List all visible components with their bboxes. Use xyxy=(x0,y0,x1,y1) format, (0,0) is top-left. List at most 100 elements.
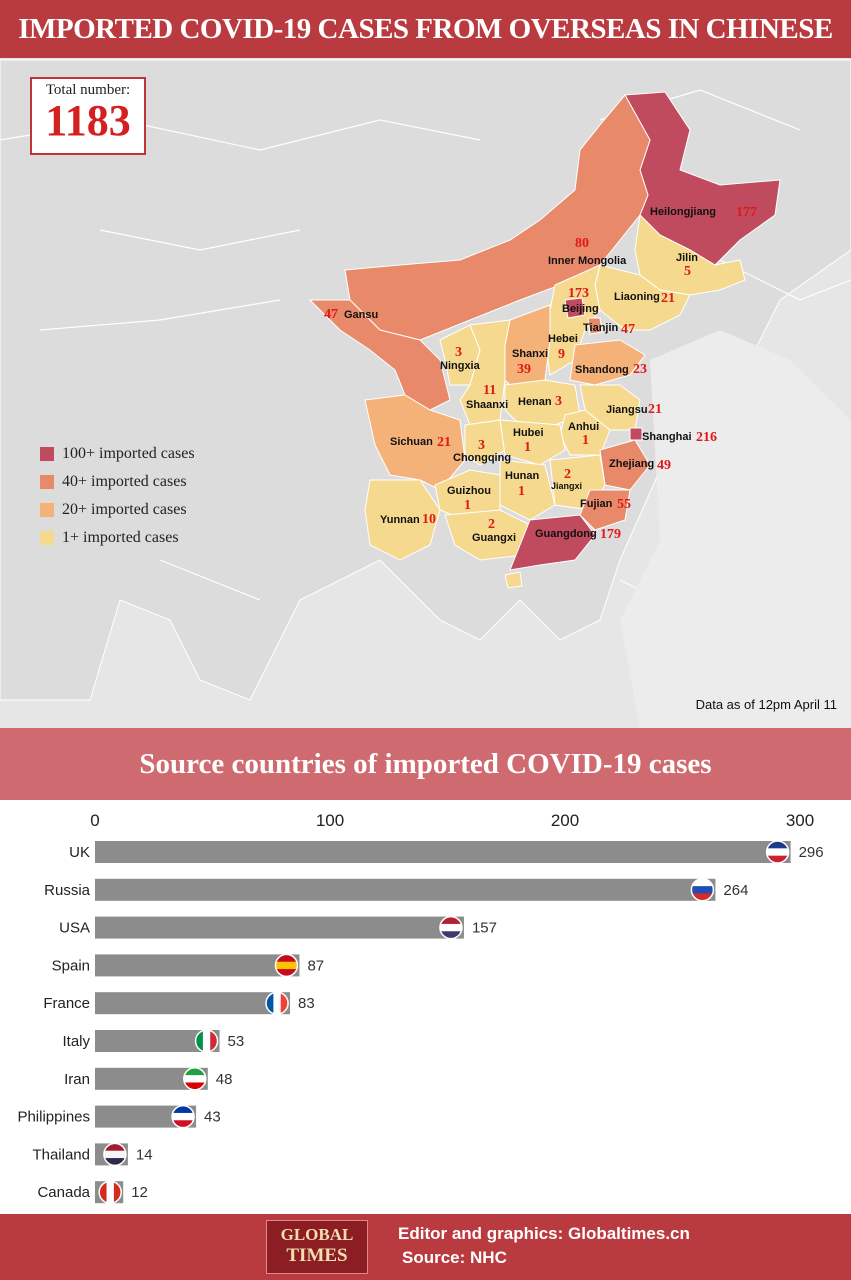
count-chongqing: 3 xyxy=(478,438,485,453)
subtitle-band xyxy=(0,728,851,800)
header-band xyxy=(0,0,851,58)
x-tick-label: 200 xyxy=(551,811,579,830)
global-times-logo: GLOBAL TIMES xyxy=(266,1220,368,1274)
bar xyxy=(95,1105,197,1128)
data-date-note: Data as of 12pm April 11 xyxy=(695,697,837,712)
canada-flag-icon xyxy=(98,1180,122,1204)
border-lines xyxy=(0,89,851,681)
bar xyxy=(95,878,716,901)
value-label: 53 xyxy=(228,1033,245,1050)
x-tick-label: 100 xyxy=(316,811,344,830)
label-anhui: Anhui xyxy=(568,421,599,433)
province-sichuan xyxy=(364,394,466,491)
label-henan: Henan xyxy=(518,396,552,408)
bar xyxy=(95,916,464,939)
count-hunan: 1 xyxy=(518,484,525,499)
label-hebei: Hebei xyxy=(548,333,578,345)
label-shanghai: Shanghai xyxy=(642,431,692,443)
total-label: Total number: xyxy=(45,82,131,98)
label-shandong: Shandong xyxy=(575,364,629,376)
value-label: 296 xyxy=(799,844,824,861)
total-box: Total number: 1183 xyxy=(30,77,146,155)
count-liaoning: 21 xyxy=(661,291,675,306)
bar-chart-svg: 0 100 200 300 UK 296 Russia 264 USA 157 Spain 87 Fra… xyxy=(17,811,824,1204)
label-inner-mongolia: Inner Mongolia xyxy=(548,255,627,267)
logo-line-2: TIMES xyxy=(286,1245,348,1266)
spain-flag-icon xyxy=(274,953,299,978)
bar xyxy=(95,841,791,863)
value-label: 264 xyxy=(723,882,748,899)
value-label: 48 xyxy=(216,1071,233,1088)
legend-label: 20+ imported cases xyxy=(62,501,187,518)
footer-credits: Editor and graphics: Globaltimes.cn Sour… xyxy=(398,1222,690,1270)
value-label: 14 xyxy=(136,1146,153,1163)
label-fujian: Fujian xyxy=(580,498,613,510)
province-beijing xyxy=(564,297,586,319)
value-label: 43 xyxy=(204,1109,221,1126)
label-sichuan: Sichuan xyxy=(390,436,433,448)
province-hainan xyxy=(504,571,523,589)
value-label: 12 xyxy=(131,1184,148,1201)
value-label: 157 xyxy=(472,920,497,937)
label-tianjin: Tianjin xyxy=(583,322,619,334)
count-hubei: 1 xyxy=(524,440,531,455)
usa-flag-icon xyxy=(439,915,463,940)
count-sichuan: 21 xyxy=(437,435,451,450)
count-anhui: 1 xyxy=(582,433,589,448)
count-gansu: 47 xyxy=(324,307,338,322)
category-label: UK xyxy=(69,844,90,861)
count-guizhou: 1 xyxy=(464,498,471,513)
count-guangxi: 2 xyxy=(488,517,495,532)
china-map: Heilongjiang 177 80 Inner Mongolia Jilin… xyxy=(0,58,851,728)
count-fujian: 55 xyxy=(617,497,631,512)
legend-item: 40+ imported cases xyxy=(40,468,195,496)
russia-flag-icon xyxy=(690,878,715,902)
province-yunnan xyxy=(364,479,441,561)
count-zhejiang: 49 xyxy=(657,458,671,473)
footer-band xyxy=(0,1214,851,1280)
logo-line-1: GLOBAL xyxy=(280,1225,354,1244)
count-ningxia: 3 xyxy=(455,345,462,360)
count-beijing: 173 xyxy=(568,286,589,301)
count-heilongjiang: 177 xyxy=(736,205,757,220)
count-guangdong: 179 xyxy=(600,527,621,542)
legend-label: 40+ imported cases xyxy=(62,473,187,490)
count-inner-mongolia: 80 xyxy=(575,236,589,251)
bar-chart: 0 100 200 300 UK 296 Russia 264 USA 157 Spain 87 Fra… xyxy=(0,800,851,1214)
map-svg: Heilongjiang 177 80 Inner Mongolia Jilin… xyxy=(0,59,851,728)
category-label: USA xyxy=(59,920,90,937)
chart-title: Source countries of imported COVID-19 ca… xyxy=(139,748,712,780)
x-tick-label: 300 xyxy=(786,811,814,830)
province-shandong xyxy=(569,339,646,386)
label-guangxi: Guangxi xyxy=(472,532,516,544)
category-label: Canada xyxy=(37,1184,90,1201)
province-shanghai xyxy=(629,427,643,441)
count-jiangsu: 21 xyxy=(648,402,662,417)
province-hubei xyxy=(499,419,566,466)
france-flag-icon xyxy=(265,991,289,1015)
total-value: 1183 xyxy=(45,96,131,145)
thailand-flag-icon xyxy=(103,1142,127,1167)
bar xyxy=(95,992,291,1015)
editor-credit: Editor and graphics: Globaltimes.cn xyxy=(398,1224,690,1243)
value-label: 83 xyxy=(298,995,315,1012)
italy-flag-icon xyxy=(194,1029,219,1053)
count-jilin: 5 xyxy=(684,264,691,279)
label-shaanxi: Shaanxi xyxy=(466,399,508,411)
label-ningxia: Ningxia xyxy=(440,360,481,372)
bar xyxy=(95,954,300,977)
count-tianjin: 47 xyxy=(621,322,635,337)
province-fujian xyxy=(579,489,631,531)
uk-flag-icon xyxy=(765,840,790,864)
label-shanxi: Shanxi xyxy=(512,348,548,360)
sea-area xyxy=(620,330,851,728)
label-hubei: Hubei xyxy=(513,427,544,439)
label-guangdong: Guangdong xyxy=(535,528,597,540)
legend-item: 100+ imported cases xyxy=(40,440,195,468)
count-hebei: 9 xyxy=(558,347,565,362)
count-shandong: 23 xyxy=(633,362,647,377)
category-label: Philippines xyxy=(17,1109,90,1126)
label-yunnan: Yunnan xyxy=(380,514,420,526)
label-gansu: Gansu xyxy=(344,309,378,321)
legend-swatch xyxy=(40,447,54,461)
